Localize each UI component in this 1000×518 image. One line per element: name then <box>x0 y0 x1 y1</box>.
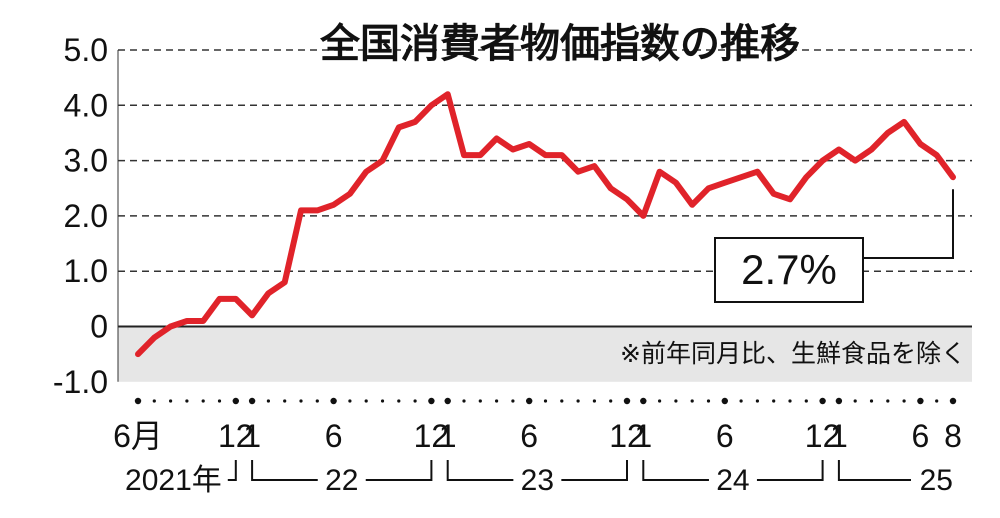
x-tick-dot <box>772 399 776 403</box>
y-tick-label: 0 <box>90 309 108 345</box>
year-labels: 2021年 22 23 24 25 <box>125 460 953 497</box>
x-tick-label: 1 <box>243 418 261 454</box>
year-bracket <box>837 460 911 481</box>
x-tick-dot <box>576 399 580 403</box>
y-tick-label: 2.0 <box>64 198 108 234</box>
x-tick-dot <box>902 399 906 403</box>
y-tick-label: 5.0 <box>64 32 108 68</box>
x-tick-dot <box>835 397 843 405</box>
x-tick-dot <box>640 397 647 405</box>
x-tick-dot <box>658 399 662 403</box>
x-tick-dot <box>201 399 205 403</box>
x-tick-dot <box>283 399 287 403</box>
x-tick-label: 6月 <box>113 418 163 454</box>
x-tick-dot <box>623 397 631 405</box>
x-tick-dot <box>380 399 385 403</box>
x-tick-dot <box>788 399 792 403</box>
x-tick-label: 12 <box>609 418 645 454</box>
x-tick-label: 8 <box>944 418 962 454</box>
x-tick-dot <box>248 397 256 405</box>
negative-band <box>118 326 972 382</box>
year-bracket <box>642 460 709 481</box>
x-tick-dot <box>495 399 499 403</box>
x-tick-dot <box>232 397 239 405</box>
callout: 2.7% <box>714 189 954 303</box>
x-tick-dot <box>755 399 760 403</box>
x-tick-dot <box>739 399 743 403</box>
year-bracket <box>756 460 824 481</box>
x-tick-dot <box>804 399 808 403</box>
y-tick-label: 4.0 <box>64 87 108 123</box>
y-tick-label: 3.0 <box>64 143 108 179</box>
x-tick-dot <box>413 399 417 403</box>
x-tick-dot <box>935 399 939 403</box>
x-tick-dot <box>526 397 533 405</box>
year-label: 2021年 <box>125 464 222 497</box>
y-tick-labels: 5.0 4.0 3.0 2.0 1.0 0 -1.0 <box>53 32 108 400</box>
x-tick-dot <box>185 399 189 403</box>
x-tick-dot <box>511 399 515 403</box>
x-tick-dot <box>949 397 957 405</box>
x-tick-label: 12 <box>218 418 254 454</box>
year-label: 22 <box>325 464 358 497</box>
chart-note: ※前年同月比、生鮮食品を除く <box>620 339 966 368</box>
year-bracket <box>227 460 237 481</box>
x-tick-dot <box>560 399 564 403</box>
x-tick-label: 6 <box>325 418 343 454</box>
x-tick-labels: 6月 121 6 121 6 121 6 121 6 8 <box>113 418 962 454</box>
year-label: 25 <box>920 464 953 497</box>
callout-box <box>714 237 864 303</box>
x-tick-dot <box>330 397 337 405</box>
year-label: 24 <box>716 464 749 497</box>
x-tick-dot <box>217 399 222 403</box>
x-tick-dot <box>152 399 156 403</box>
x-tick-dot <box>315 399 319 403</box>
x-tick-dot <box>266 399 270 403</box>
x-tick-dot <box>348 399 352 403</box>
x-tick-label: 6 <box>912 418 930 454</box>
x-tick-dot <box>674 399 678 403</box>
x-tick-dot <box>609 399 613 403</box>
x-tick-dot <box>444 397 451 405</box>
x-tick-dot <box>478 399 482 403</box>
y-tick-label: -1.0 <box>53 364 108 400</box>
x-tick-dot <box>364 399 368 403</box>
x-tick-dot <box>886 399 890 403</box>
year-bracket <box>251 460 318 481</box>
x-tick-dot <box>819 397 826 405</box>
callout-leader <box>863 189 954 259</box>
x-tick-dot <box>917 397 924 405</box>
x-tick-dot <box>462 399 466 403</box>
y-tick-label: 1.0 <box>64 253 108 289</box>
x-tick-dot <box>397 399 401 403</box>
x-tick-dot <box>169 399 173 403</box>
x-tick-dot <box>869 399 874 403</box>
chart-title: 全国消費者物価指数の推移 <box>319 21 800 67</box>
year-bracket <box>446 460 514 481</box>
x-tick-label: 1 <box>634 418 652 454</box>
year-label: 23 <box>521 464 554 497</box>
x-tick-dot <box>690 399 694 403</box>
x-tick-dot <box>543 399 548 403</box>
x-tick-label: 12 <box>414 418 450 454</box>
x-tick-dot <box>299 399 303 403</box>
x-tick-dot <box>853 399 857 403</box>
x-tick-label: 12 <box>805 418 841 454</box>
x-tick-label: 6 <box>520 418 538 454</box>
x-tick-label: 1 <box>439 418 457 454</box>
series-line <box>135 91 956 358</box>
x-tick-label: 1 <box>830 418 848 454</box>
x-tick-dot <box>592 399 597 403</box>
x-tick-dot <box>721 397 728 405</box>
year-bracket <box>561 460 628 481</box>
x-tick-dot <box>428 397 435 405</box>
x-tick-dots <box>134 397 957 405</box>
x-tick-dot <box>134 397 142 405</box>
x-tick-label: 6 <box>716 418 734 454</box>
x-tick-dot <box>706 399 711 403</box>
year-bracket <box>365 460 433 481</box>
callout-label: 2.7% <box>741 246 837 293</box>
